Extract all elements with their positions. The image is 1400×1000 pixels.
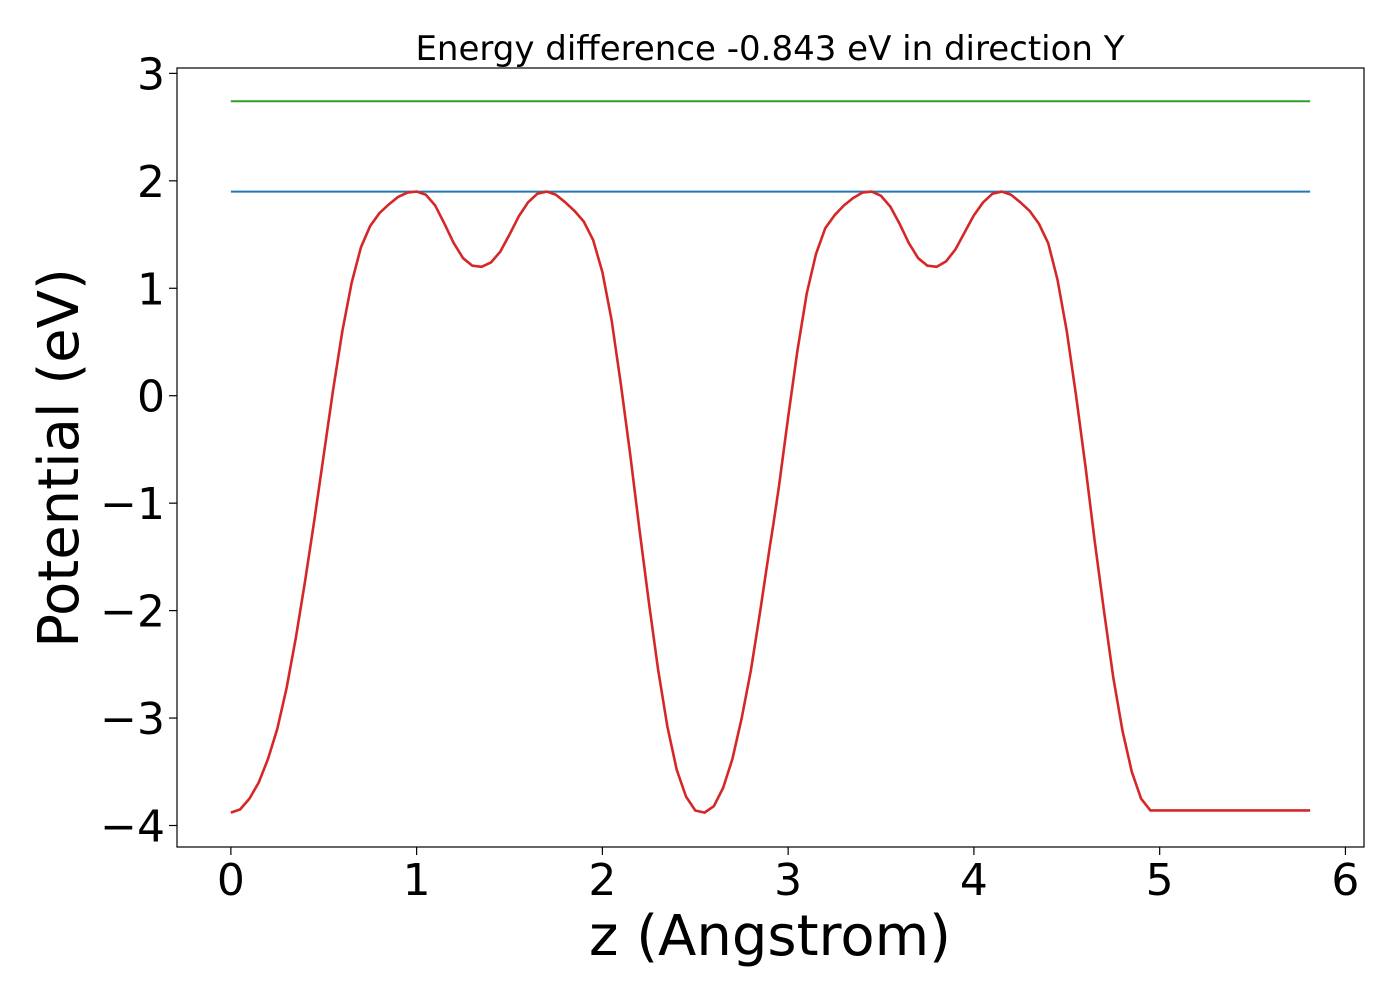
plot-area — [230, 100, 1311, 814]
y-tick-label: 3 — [137, 49, 165, 100]
x-tick-label: 3 — [774, 855, 802, 906]
y-axis-label: Potential (eV) — [27, 268, 92, 648]
chart-title: Energy difference -0.843 eV in direction… — [415, 29, 1124, 69]
x-tick-label: 6 — [1331, 855, 1359, 906]
y-tick-label: 1 — [137, 264, 165, 315]
y-tick-label: 2 — [137, 157, 165, 208]
series-line-2 — [230, 190, 1311, 814]
x-axis-label: z (Angstrom) — [589, 904, 951, 969]
x-tick-label: 4 — [960, 855, 988, 906]
y-tick-label: −2 — [100, 587, 165, 638]
y-tick-label: −1 — [100, 479, 165, 530]
x-tick-label: 1 — [403, 855, 431, 906]
x-tick-label: 2 — [588, 855, 616, 906]
x-tick-label: 0 — [217, 855, 245, 906]
x-axis-ticks: 0 1 2 3 4 5 6 — [217, 847, 1359, 906]
y-tick-label: −3 — [100, 694, 165, 745]
y-axis-ticks: −4 −3 −2 −1 0 1 2 3 — [100, 49, 177, 853]
y-tick-label: −4 — [100, 802, 165, 853]
y-tick-label: 0 — [137, 372, 165, 423]
x-tick-label: 5 — [1146, 855, 1174, 906]
plot-frame — [176, 67, 1365, 848]
